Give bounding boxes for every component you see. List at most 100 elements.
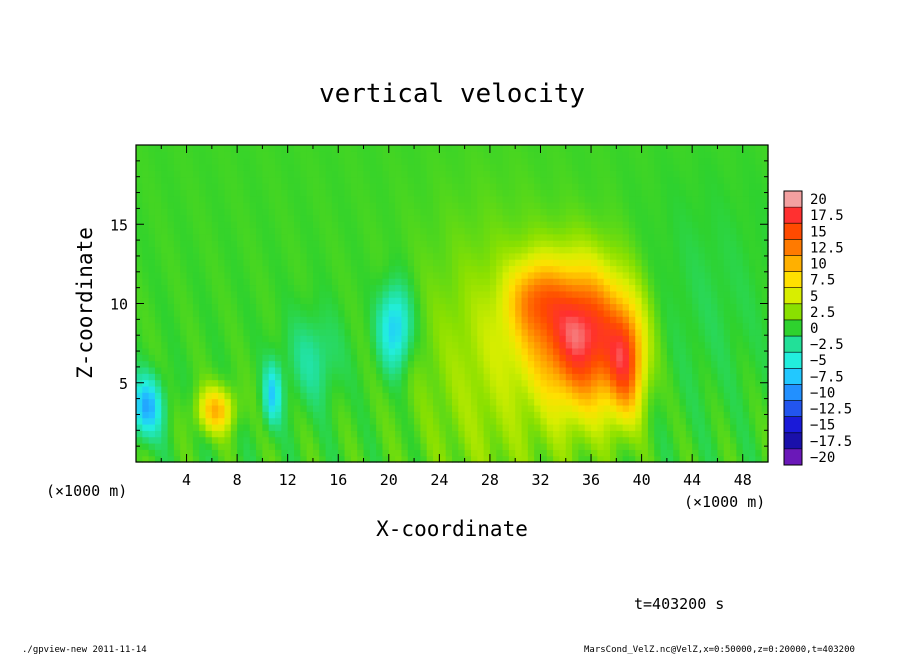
heatmap-cell (679, 252, 687, 260)
heatmap-cell (711, 303, 719, 311)
heatmap-cell (641, 151, 649, 159)
heatmap-cell (692, 183, 700, 190)
heatmap-cell (654, 316, 662, 324)
heatmap-cell (565, 265, 573, 273)
heatmap-cell (180, 354, 188, 362)
heatmap-cell (287, 442, 295, 450)
heatmap-cell (154, 227, 162, 235)
heatmap-cell (433, 214, 440, 222)
heatmap-cell (685, 360, 693, 368)
heatmap-cell (319, 309, 327, 317)
heatmap-cell (420, 252, 428, 260)
heatmap-cell (578, 392, 586, 400)
heatmap-cell (736, 455, 744, 463)
heatmap-cell (306, 322, 314, 330)
heatmap-cell (584, 316, 592, 324)
heatmap-cell (742, 303, 750, 311)
heatmap-cell (742, 423, 750, 431)
heatmap-cell (749, 151, 756, 159)
heatmap-cell (559, 411, 567, 419)
heatmap-cell (218, 392, 226, 400)
heatmap-cell (338, 208, 346, 216)
heatmap-cell (294, 214, 301, 222)
heatmap-cell (730, 290, 737, 298)
heatmap-cell (527, 284, 535, 292)
heatmap-cell (660, 303, 668, 311)
heatmap-cell (717, 398, 725, 406)
heatmap-cell (142, 278, 150, 286)
heatmap-cell (186, 411, 194, 419)
heatmap-cell (515, 259, 523, 267)
heatmap-cell (237, 183, 245, 190)
heatmap-cell (192, 297, 200, 305)
heatmap-cell (616, 290, 624, 298)
heatmap-cell (294, 322, 301, 330)
heatmap-cell (262, 246, 270, 254)
heatmap-cell (300, 271, 308, 279)
heatmap-cell (325, 411, 333, 419)
heatmap-cell (237, 271, 245, 279)
heatmap-cell (755, 366, 763, 374)
heatmap-cell (534, 252, 542, 260)
heatmap-cell (243, 335, 251, 343)
heatmap-cell (628, 189, 636, 197)
heatmap-cell (483, 335, 491, 343)
heatmap-cell (502, 297, 510, 305)
heatmap-cell (344, 290, 352, 298)
heatmap-cell (294, 398, 301, 406)
heatmap-cell (610, 341, 617, 349)
heatmap-cell (407, 265, 415, 273)
heatmap-cell (483, 284, 491, 292)
heatmap-cell (230, 214, 238, 222)
chart-title: vertical velocity (319, 79, 585, 109)
heatmap-cell (742, 227, 750, 235)
heatmap-cell (679, 176, 687, 184)
heatmap-cell (565, 221, 573, 229)
heatmap-cell (199, 164, 207, 171)
heatmap-cell (281, 303, 289, 311)
heatmap-cell (723, 385, 731, 393)
heatmap-cell (477, 284, 485, 292)
heatmap-cell (578, 208, 586, 216)
heatmap-cell (761, 265, 769, 273)
heatmap-cell (426, 417, 434, 425)
heatmap-cell (357, 360, 365, 368)
heatmap-cell (730, 385, 737, 393)
heatmap-cell (452, 183, 459, 190)
heatmap-cell (275, 449, 282, 457)
heatmap-cell (338, 278, 346, 286)
heatmap-cell (173, 385, 181, 393)
heatmap-cell (723, 157, 731, 165)
heatmap-cell (673, 404, 681, 412)
heatmap-cell (755, 436, 763, 444)
heatmap-cell (647, 233, 655, 241)
heatmap-cell (357, 246, 365, 254)
heatmap-cell (521, 316, 529, 324)
heatmap-cell (584, 284, 592, 292)
heatmap-cell (344, 455, 352, 463)
heatmap-cell (685, 316, 693, 324)
heatmap-cell (319, 303, 327, 311)
heatmap-cell (382, 176, 390, 184)
heatmap-cell (654, 227, 662, 235)
heatmap-cell (597, 398, 605, 406)
heatmap-cell (584, 252, 592, 260)
heatmap-cell (496, 411, 504, 419)
heatmap-cell (508, 309, 516, 317)
heatmap-cell (445, 430, 453, 438)
heatmap-cell (628, 145, 636, 152)
heatmap-cell (641, 309, 649, 317)
heatmap-cell (508, 271, 516, 279)
heatmap-cell (711, 189, 719, 197)
heatmap-cell (546, 430, 554, 438)
heatmap-cell (591, 303, 598, 311)
heatmap-cell (610, 183, 617, 190)
heatmap-cell (660, 347, 668, 355)
heatmap-cell (268, 252, 276, 260)
heatmap-cell (685, 214, 693, 222)
heatmap-cell (755, 233, 763, 241)
heatmap-cell (565, 164, 573, 171)
heatmap-cell (136, 354, 143, 362)
heatmap-cell (445, 195, 453, 203)
heatmap-cell (483, 417, 491, 425)
